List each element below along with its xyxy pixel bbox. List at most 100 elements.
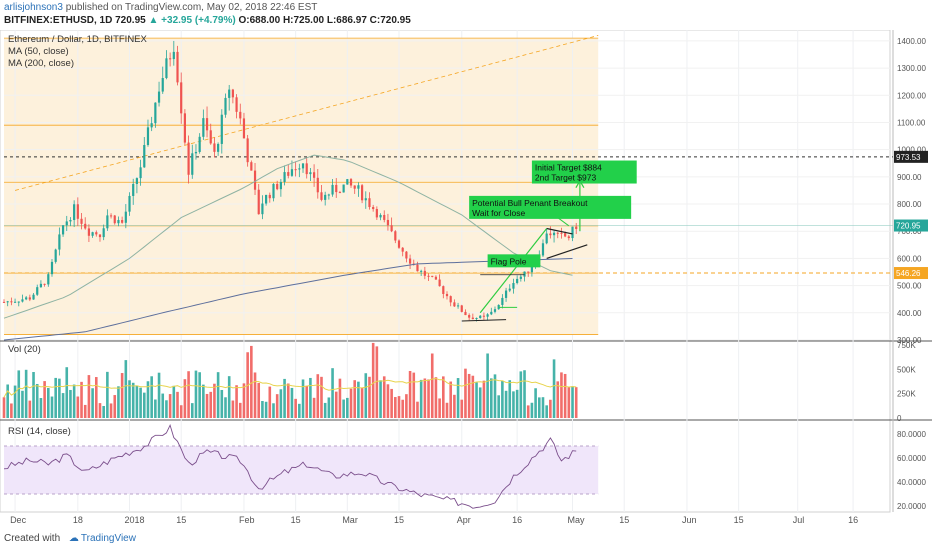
volume-bar <box>272 403 275 418</box>
candle-body <box>486 314 489 317</box>
volume-bar <box>135 385 139 418</box>
volume-bar <box>360 387 364 418</box>
candle-body <box>87 228 91 236</box>
candle-body <box>61 225 65 235</box>
volume-bar <box>574 387 578 418</box>
volume-bar <box>224 397 227 418</box>
candle-body <box>213 143 216 152</box>
candle-body <box>575 226 578 229</box>
candle-body <box>475 317 478 320</box>
candle-body <box>272 183 275 199</box>
price-change: ▲ +32.95 (+4.79%) <box>148 15 236 26</box>
volume-bar <box>379 380 382 418</box>
volume-bar <box>198 372 201 418</box>
author-link[interactable]: arlisjohnson3 <box>4 2 63 13</box>
time-tick-label: 15 <box>291 515 301 525</box>
candle-body <box>283 172 286 182</box>
ma200-legend: MA (200, close) <box>8 58 74 69</box>
candle-body <box>379 214 382 218</box>
candle-body <box>320 192 323 200</box>
volume-bar <box>268 386 272 418</box>
time-tick-label: Feb <box>239 515 255 525</box>
base-line <box>461 319 507 322</box>
candle-body <box>109 215 113 217</box>
volume-bar <box>124 360 128 418</box>
candle-body <box>73 204 76 221</box>
time-tick-label: Apr <box>457 515 471 525</box>
candle-body <box>552 232 556 236</box>
volume-bar <box>98 403 102 418</box>
volume-bar <box>534 388 537 418</box>
candle-body <box>516 278 519 284</box>
publish-date: published on TradingView.com, May 02, 20… <box>65 2 318 13</box>
volume-bar <box>131 382 135 418</box>
pennant-upper-line <box>546 227 573 235</box>
candle-body <box>143 145 146 168</box>
volume-bar <box>43 381 46 418</box>
volume-bar <box>312 397 316 418</box>
price-tick-label: 600.00 <box>897 254 922 263</box>
candle-body <box>394 231 397 241</box>
candle-body <box>95 232 98 235</box>
volume-bar <box>50 396 54 418</box>
tradingview-link[interactable]: TradingView <box>80 533 136 544</box>
volume-bar <box>94 377 98 418</box>
time-tick-label: 15 <box>734 515 744 525</box>
volume-bar <box>91 388 94 418</box>
candle-body <box>353 185 356 189</box>
candle-body <box>47 274 50 285</box>
volume-bar <box>416 401 419 418</box>
candle-body <box>456 305 460 307</box>
candle-body <box>423 270 426 276</box>
candle-body <box>91 232 94 236</box>
volume-bar <box>47 387 50 418</box>
volume-bar <box>375 346 379 418</box>
candle-body <box>372 207 375 210</box>
candle-body <box>194 151 198 154</box>
candle-body <box>146 127 150 146</box>
candle-body <box>408 258 412 264</box>
price-tick-label: 1400.00 <box>897 37 926 46</box>
created-with-label: Created with <box>4 533 61 544</box>
volume-bar <box>179 405 183 418</box>
candle-body <box>360 185 364 201</box>
candle-body <box>335 184 338 193</box>
volume-bar <box>475 382 478 418</box>
candle-body <box>139 167 142 179</box>
volume-bar <box>390 388 393 418</box>
price-tick-label: 500.00 <box>897 282 922 291</box>
time-tick-label: 15 <box>619 515 629 525</box>
volume-bar <box>150 376 153 418</box>
candle-body <box>464 311 467 316</box>
candle-body <box>324 194 327 200</box>
flag-pole-line <box>479 228 548 314</box>
candle-body <box>527 271 530 273</box>
volume-bar <box>309 377 312 418</box>
volume-bar <box>449 381 452 418</box>
price-badge-label: 720.95 <box>896 222 921 231</box>
volume-tick-label: 750K <box>897 341 916 350</box>
candle-body <box>434 276 438 280</box>
volume-bar <box>294 398 297 418</box>
candle-body <box>397 240 401 248</box>
volume-bar <box>471 375 475 418</box>
candle-body <box>287 172 290 176</box>
price-badge <box>894 150 928 163</box>
volume-bar <box>490 378 493 418</box>
candle-body <box>512 283 515 289</box>
volume-bar <box>430 353 434 418</box>
price-badge <box>894 267 928 280</box>
volume-bar <box>187 371 190 418</box>
candle-body <box>519 276 522 279</box>
volume-bar <box>357 381 360 418</box>
candle-body <box>58 234 61 250</box>
price-chart[interactable]: Dec 18 2018 15 Feb 15 Mar 15 Apr 16 May 15 Jun 15 Jul 1… <box>0 30 932 530</box>
volume-bar <box>190 403 194 418</box>
candle-body <box>98 234 102 238</box>
candle-body <box>242 118 246 139</box>
candle-body <box>276 183 279 190</box>
time-tick-label: 2018 <box>125 515 145 525</box>
volume-bar <box>519 371 523 418</box>
volume-bar <box>442 376 445 418</box>
candle-body <box>209 130 212 144</box>
